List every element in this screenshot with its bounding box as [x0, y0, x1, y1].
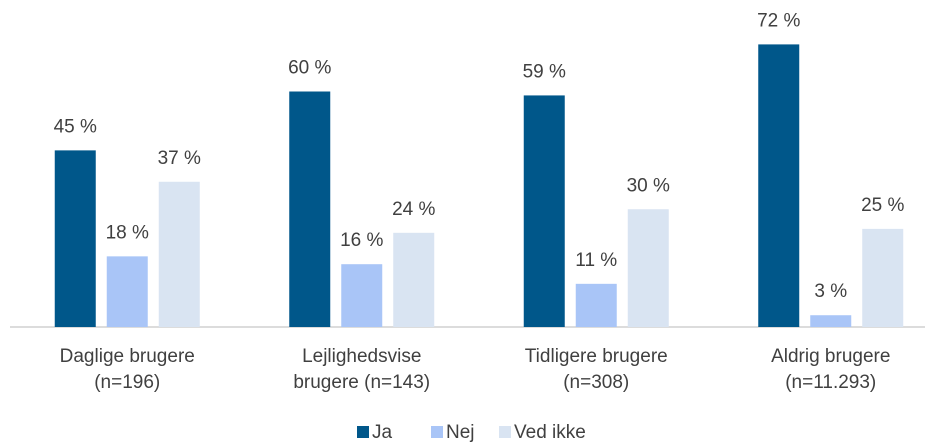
legend-label: Ja: [372, 422, 393, 443]
data-label: 45 %: [54, 116, 97, 137]
bar: [758, 44, 800, 328]
legend-swatch: [499, 426, 511, 438]
x-tick-label: Daglige brugere (n=196): [59, 346, 195, 393]
bar: [54, 150, 96, 327]
data-label: 59 %: [523, 61, 566, 82]
data-label: 3 %: [814, 281, 847, 302]
data-label: 18 %: [106, 222, 149, 243]
bar: [158, 181, 200, 327]
legend-swatch: [357, 426, 369, 438]
data-label: 60 %: [288, 58, 331, 79]
data-label: 30 %: [627, 175, 670, 196]
bar: [627, 209, 669, 327]
bar: [575, 283, 617, 327]
x-tick-label: Tidligere brugere (n=308): [524, 346, 668, 393]
bar: [810, 315, 852, 327]
bar: [523, 95, 565, 327]
bar: [341, 264, 383, 327]
data-label: 37 %: [158, 148, 201, 169]
x-tick-label: Aldrig brugere (n=11.293): [771, 346, 891, 393]
bar: [289, 91, 331, 327]
data-label: 25 %: [861, 195, 904, 216]
bar: [106, 256, 148, 327]
legend-label: Ved ikke: [514, 422, 586, 443]
bar: [393, 232, 435, 327]
legend-swatch: [431, 426, 443, 438]
x-tick-label: Lejlighedsvise brugere (n=143): [293, 346, 431, 393]
data-label: 72 %: [757, 10, 800, 31]
data-label: 24 %: [392, 199, 435, 220]
legend-label: Nej: [446, 422, 475, 443]
bar: [862, 228, 904, 327]
data-label: 16 %: [340, 230, 383, 251]
data-label: 11 %: [575, 250, 617, 271]
